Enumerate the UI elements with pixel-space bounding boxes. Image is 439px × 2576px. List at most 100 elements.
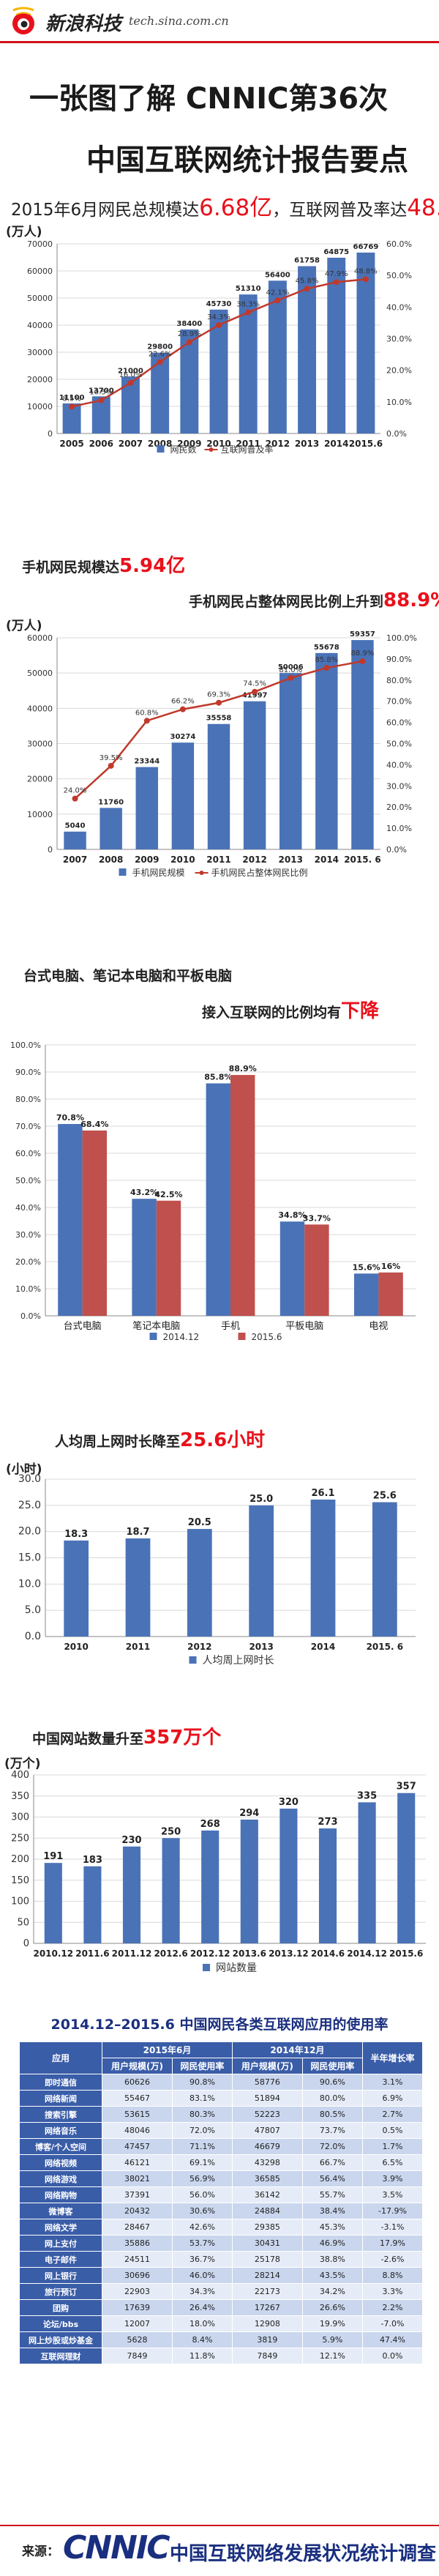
cnnic-logo: CNNIC: [63, 2529, 170, 2566]
page-title-line1: 一张图了解 CNNIC第36次: [29, 82, 389, 116]
x-tick-label: 2010: [170, 855, 195, 865]
y2-tick-label: 0.0%: [386, 429, 407, 439]
data-label: 15.6%: [353, 1262, 380, 1272]
x-tick-label: 2012.6: [154, 1948, 187, 1959]
bar-value-label: 21000: [118, 367, 143, 375]
table-cell: 51894: [231, 2090, 303, 2107]
col-users-2015: 用户规模(万): [102, 2058, 173, 2074]
table-cell: 66.7%: [301, 2154, 363, 2171]
line-point-label: 22.6%: [149, 350, 172, 358]
y-tick-label: 100: [11, 1896, 29, 1907]
y2-tick-label: 30.0%: [386, 781, 412, 791]
table-cell: 3.9%: [361, 2170, 424, 2187]
bar-2015. 6: [351, 640, 374, 849]
line-point-label: 48.8%: [354, 267, 378, 275]
x-tick-label: 2014: [315, 855, 339, 865]
table-cell: 46121: [102, 2154, 173, 2171]
table-cell: 38.4%: [301, 2203, 363, 2219]
y2-tick-label: 20.0%: [386, 366, 412, 376]
y-tick-label: 90.0%: [15, 1068, 41, 1077]
bar-2014.12-台式电脑: [58, 1124, 83, 1316]
x-tick-label: 2011.6: [75, 1948, 109, 1959]
table-cell: 42.6%: [171, 2219, 233, 2236]
y-tick-label: 20000: [27, 375, 53, 384]
table-cell: 1.7%: [361, 2138, 424, 2155]
data-label: 43.2%: [130, 1188, 158, 1197]
data-label: 42.5%: [154, 1190, 182, 1199]
bar-2011.12: [122, 1846, 141, 1943]
legend-label: 手机网民占整体网民比例: [211, 867, 308, 878]
x-tick-label: 2013.12: [269, 1948, 309, 1959]
y-tick-label: 0.0%: [20, 1311, 41, 1321]
line-point: [333, 279, 339, 286]
line-point-label: 60.8%: [135, 709, 159, 717]
table-row: 即时通信 60626 90.8% 58776 90.6% 3.1%: [19, 2074, 424, 2091]
app-name-cell: 电子邮件: [19, 2251, 102, 2268]
bar-2014: [327, 257, 346, 433]
line-point-label: 39.5%: [100, 754, 123, 762]
y-tick-label: 30000: [27, 348, 53, 357]
line-point-label: 24.0%: [64, 787, 87, 795]
table-cell: 22173: [231, 2283, 303, 2300]
table-cell: 46679: [231, 2138, 303, 2155]
table-row: 电子邮件 24511 36.7% 25178 38.8% -2.6%: [19, 2251, 424, 2268]
y2-tick-label: 60.0%: [386, 718, 412, 728]
table-cell: 47457: [102, 2138, 173, 2155]
bar-2014.12-平板电脑: [279, 1221, 305, 1316]
x-tick-label: 2012.12: [190, 1948, 230, 1959]
bar-value-label: 11760: [98, 798, 124, 806]
table-cell: 2.2%: [361, 2299, 424, 2316]
table-cell: 7849: [102, 2348, 173, 2364]
table-cell: 11.8%: [171, 2348, 233, 2364]
table-cell: 36585: [231, 2170, 303, 2187]
bar-value-label: 35558: [206, 715, 232, 723]
y-tick-label: 50.0%: [15, 1176, 41, 1185]
bar-2013.6: [240, 1819, 258, 1943]
y-axis-unit-label: (小时): [6, 1462, 42, 1477]
x-tick-label: 2011: [236, 439, 260, 449]
line-point: [304, 286, 310, 292]
hours-prefix: 人均周上网时长降至: [55, 1434, 181, 1450]
bar-2014.12: [358, 1802, 376, 1943]
y2-tick-label: 0.0%: [386, 845, 407, 855]
bar-value-label: 230: [121, 1835, 141, 1846]
y-tick-label: 20000: [27, 775, 53, 784]
bar-value-label: 25.0: [249, 1494, 273, 1505]
x-tick-label: 2006: [89, 439, 113, 449]
line-point-label: 45.8%: [296, 277, 319, 285]
x-tick-label: 2013: [279, 855, 303, 865]
table-cell: 72.0%: [301, 2138, 363, 2155]
table-row: 网上银行 30696 46.0% 28214 43.5% 8.8%: [19, 2267, 424, 2284]
app-name-cell: 网上银行: [19, 2267, 102, 2284]
x-tick-label: 2005: [59, 439, 83, 449]
line-point-label: 34.3%: [207, 313, 230, 321]
bar-value-label: 26.1: [311, 1488, 334, 1499]
y-tick-label: 5.0: [25, 1604, 41, 1616]
data-label: 70.8%: [56, 1113, 84, 1123]
bar-2014.12-笔记本电脑: [132, 1199, 157, 1316]
line-point: [323, 665, 330, 671]
table-cell: 43.5%: [301, 2267, 363, 2284]
bar-value-label: 55678: [314, 644, 339, 652]
app-name-cell: 互联网理财: [19, 2348, 102, 2364]
y2-tick-label: 10.0%: [386, 824, 412, 833]
bar-2013: [298, 266, 317, 433]
table-row: 互联网理财 7849 11.8% 7849 12.1% 0.0%: [19, 2348, 424, 2364]
table-row: 搜索引擎 53615 80.3% 52223 80.5% 2.7%: [19, 2106, 424, 2123]
y-tick-label: 50000: [27, 669, 53, 678]
mobile-scale-prefix: 手机网民规模达: [22, 559, 120, 576]
table-cell: 47.4%: [361, 2331, 424, 2348]
table-cell: -2.6%: [361, 2251, 424, 2268]
device-heading-line2: 接入互联网的比例均有下降: [202, 996, 379, 1023]
x-tick-label: 平板电脑: [285, 1321, 323, 1332]
footer-divider: [0, 2525, 439, 2526]
legend-swatch: [238, 1333, 246, 1340]
table-cell: 53615: [102, 2106, 173, 2123]
table-row: 论坛/bbs 12007 18.0% 12908 19.9% -7.0%: [19, 2315, 424, 2332]
table-cell: 8.8%: [361, 2267, 424, 2284]
legend-swatch: [119, 868, 127, 876]
y-tick-label: 30000: [27, 740, 53, 749]
table-cell: 20432: [102, 2203, 173, 2219]
line-point-label: 88.9%: [351, 649, 375, 658]
bar-value-label: 29800: [147, 343, 173, 351]
